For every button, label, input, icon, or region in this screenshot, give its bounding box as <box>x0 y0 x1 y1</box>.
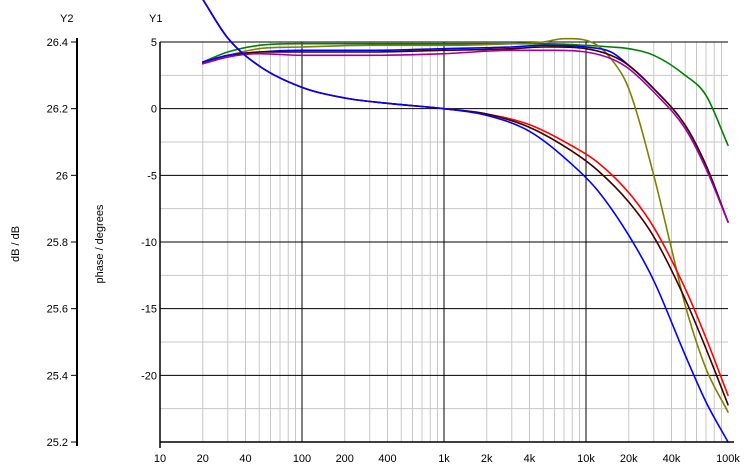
y1-tick-label: -20 <box>141 370 157 382</box>
gain-series-line <box>201 49 729 223</box>
y1-axis-title: Y1 <box>149 13 162 25</box>
phase-series-line <box>202 0 729 406</box>
x-tick-label: 10k <box>577 453 595 465</box>
y2-axis-label: dB / dB <box>10 226 22 262</box>
y2-tick-label: 26.4 <box>47 37 68 49</box>
y2-axis-title: Y2 <box>60 13 73 25</box>
x-tick-label: 1k <box>438 453 450 465</box>
phase-series-line <box>202 0 729 443</box>
y2-tick-label: 25.6 <box>47 304 68 316</box>
y1-tick-label: 5 <box>151 37 157 49</box>
y2-tick-label: 26 <box>56 170 68 182</box>
gain-series-line <box>201 42 729 147</box>
x-tick-label: 200 <box>336 453 354 465</box>
y1-tick-label: -5 <box>147 170 157 182</box>
x-tick-label: 40 <box>239 453 251 465</box>
x-tick-label: 20k <box>620 453 638 465</box>
phase-series-line <box>202 0 729 397</box>
y2-tick-label: 25.2 <box>47 437 68 449</box>
gain-series-line <box>201 46 729 223</box>
axes <box>76 38 734 448</box>
y1-axis-label: phase / degrees <box>94 204 106 283</box>
x-tick-label: 4k <box>524 453 536 465</box>
y1-tick-label: -15 <box>141 304 157 316</box>
x-tick-label: 100k <box>716 453 740 465</box>
x-tick-label: 10 <box>154 453 166 465</box>
series-group <box>201 0 729 443</box>
gain-series-line <box>201 44 729 223</box>
y2-tick-labels: 26.4 26.2 26 25.8 25.6 25.4 25.2 <box>47 37 77 449</box>
gain-series-line <box>201 37 729 413</box>
x-tick-label: 20 <box>197 453 209 465</box>
y1-tick-label: -10 <box>141 237 157 249</box>
x-tick-label: 100 <box>293 453 311 465</box>
x-tick-labels: 10 20 40 100 200 400 1k 2k 4k 10k 20k 40k 100k <box>154 453 741 465</box>
x-tick-label: 40k <box>663 453 681 465</box>
y1-tick-label: 0 <box>151 104 157 116</box>
y1-tick-labels: 5 0 -5 -10 -15 -20 <box>141 37 157 382</box>
y2-tick-label: 25.8 <box>47 237 68 249</box>
x-tick-label: 400 <box>378 453 396 465</box>
y2-tick-label: 26.2 <box>47 104 68 116</box>
x-tick-label: 2k <box>481 453 493 465</box>
y2-tick-label: 25.4 <box>47 370 68 382</box>
